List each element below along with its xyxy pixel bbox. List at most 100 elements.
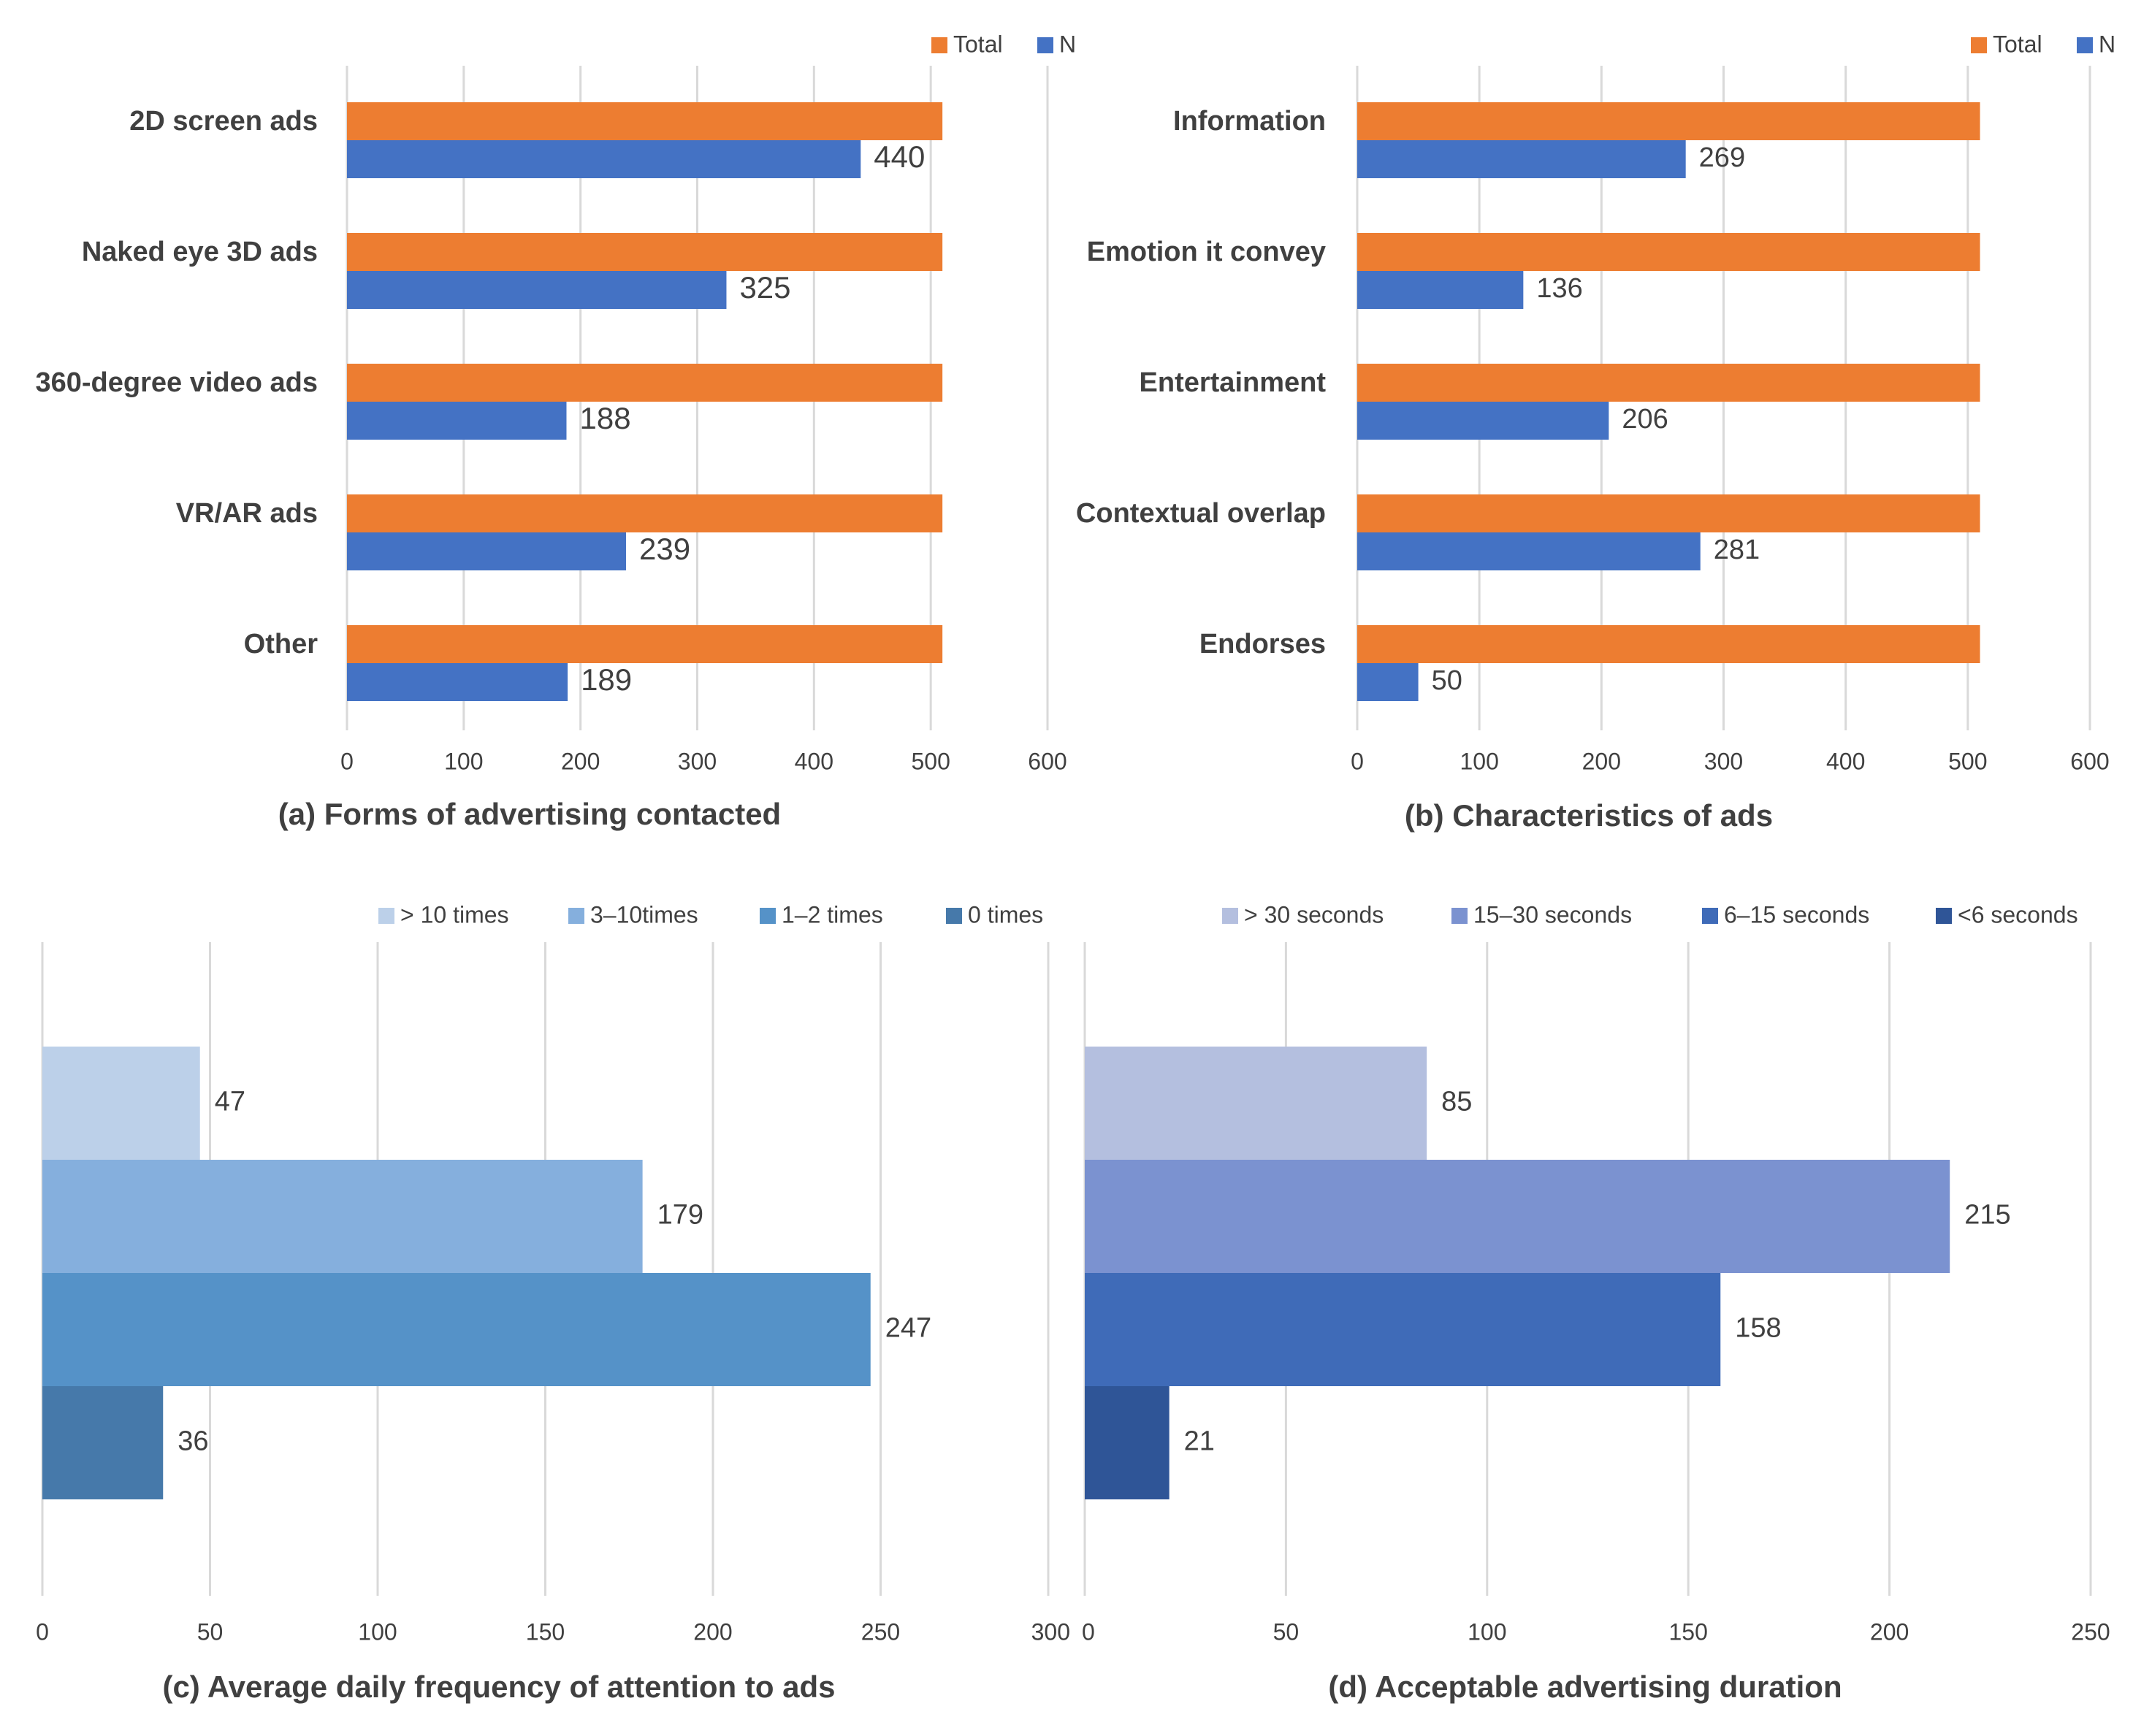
- bar-total: [347, 494, 943, 532]
- legend-swatch: [760, 908, 776, 924]
- data-label: 179: [657, 1200, 703, 1231]
- legend-swatch: [568, 908, 584, 924]
- category-label: Entertainment: [1140, 367, 1327, 398]
- data-label: 325: [739, 270, 790, 305]
- bar-total: [1357, 233, 1980, 271]
- bar-series: [42, 1273, 871, 1386]
- data-label: 136: [1536, 273, 1582, 304]
- data-label: 158: [1735, 1313, 1781, 1344]
- legend-swatch: [1936, 908, 1952, 924]
- bar-series: [1085, 1273, 1721, 1386]
- x-tick-label: 200: [1582, 748, 1621, 774]
- legend-label: 6–15 seconds: [1724, 901, 1869, 928]
- bar-series: [1085, 1160, 1950, 1273]
- data-label: 36: [178, 1426, 208, 1457]
- category-label: Information: [1173, 106, 1326, 137]
- data-label: 239: [639, 532, 690, 566]
- bar-total: [1357, 494, 1980, 532]
- chart-b: 0 100 200 300 400 500 600 269 Information 136 Emot…: [1076, 31, 2115, 833]
- legend-swatch-total: [931, 37, 947, 53]
- chart-title: (d) Acceptable advertising duration: [1328, 1670, 1842, 1704]
- chart-title: (b) Characteristics of ads: [1405, 798, 1773, 833]
- data-label: 85: [1441, 1087, 1472, 1117]
- x-tick-label: 400: [795, 748, 833, 774]
- chart-title: (c) Average daily frequency of attention…: [162, 1670, 835, 1704]
- x-tick-label: 500: [911, 748, 950, 774]
- x-tick-label: 100: [1460, 748, 1498, 774]
- bar-n: [1357, 271, 1524, 309]
- category-label: Contextual overlap: [1076, 498, 1326, 529]
- x-tick-label: 100: [358, 1618, 397, 1645]
- legend-label-total: Total: [1993, 31, 2042, 57]
- x-tick-label: 0: [340, 748, 354, 774]
- category-label: Endorses: [1199, 629, 1326, 659]
- bar-n: [347, 140, 861, 178]
- x-tick-label: 500: [1948, 748, 1987, 774]
- x-tick-label: 50: [197, 1618, 224, 1645]
- data-label: 440: [874, 139, 925, 174]
- chart-c: 0 50 100 150 200 250 300 47 > 10 times 179 3–10tim…: [36, 901, 1070, 1704]
- legend-swatch: [946, 908, 962, 924]
- bar-n: [1357, 402, 1609, 440]
- data-label: 21: [1184, 1426, 1215, 1457]
- x-tick-label: 100: [1468, 1618, 1506, 1645]
- bar-total: [1357, 364, 1980, 402]
- legend-label: > 30 seconds: [1244, 901, 1384, 928]
- legend-swatch-n: [1037, 37, 1053, 53]
- x-tick-label: 400: [1826, 748, 1865, 774]
- legend-swatch: [1702, 908, 1718, 924]
- bar-n: [347, 271, 727, 309]
- data-label: 206: [1622, 404, 1668, 435]
- bar-series: [1085, 1047, 1427, 1160]
- x-tick-label: 600: [2070, 748, 2109, 774]
- chart-title: (a) Forms of advertising contacted: [278, 797, 781, 831]
- bar-series: [1085, 1386, 1170, 1499]
- legend-label-n: N: [2099, 31, 2115, 57]
- category-label: Emotion it convey: [1087, 237, 1326, 267]
- legend-label-total: Total: [953, 31, 1003, 57]
- legend-label: 3–10times: [590, 901, 698, 928]
- legend-swatch-total: [1971, 37, 1987, 53]
- data-label: 269: [1699, 142, 1745, 173]
- bar-series: [42, 1160, 643, 1273]
- chart-d: 0 50 100 150 200 250 85 > 30 seconds 215 15–30 se…: [1082, 901, 2110, 1704]
- bar-total: [1357, 102, 1980, 140]
- x-tick-label: 50: [1273, 1618, 1300, 1645]
- category-label: 2D screen ads: [129, 106, 318, 137]
- legend-label: 0 times: [968, 901, 1043, 928]
- bar-n: [1357, 140, 1686, 178]
- x-tick-label: 0: [36, 1618, 49, 1645]
- x-tick-label: 300: [1031, 1618, 1070, 1645]
- legend-swatch-n: [2077, 37, 2093, 53]
- data-label: 47: [215, 1087, 245, 1117]
- data-label: 50: [1432, 665, 1462, 696]
- bar-n: [1357, 532, 1701, 570]
- x-tick-label: 150: [1669, 1618, 1708, 1645]
- category-label: 360-degree video ads: [35, 367, 318, 398]
- chart-a: 0 100 200 300 400 500 600 440 2D screen ads 325 Na…: [35, 31, 1076, 831]
- bar-n: [347, 402, 567, 440]
- x-tick-label: 300: [1704, 748, 1743, 774]
- bar-n: [1357, 663, 1419, 701]
- legend-label: 15–30 seconds: [1473, 901, 1632, 928]
- legend-label: <6 seconds: [1958, 901, 2078, 928]
- data-label: 247: [885, 1313, 931, 1344]
- legend-swatch: [1222, 908, 1238, 924]
- data-label: 281: [1714, 535, 1760, 565]
- category-label: Naked eye 3D ads: [82, 237, 318, 267]
- data-label: 188: [579, 401, 630, 435]
- x-tick-label: 200: [693, 1618, 732, 1645]
- bar-total: [347, 233, 943, 271]
- legend-label-n: N: [1059, 31, 1076, 57]
- x-tick-label: 300: [678, 748, 717, 774]
- bar-total: [347, 364, 943, 402]
- legend-label: > 10 times: [400, 901, 509, 928]
- bar-total: [347, 625, 943, 663]
- bar-n: [347, 663, 568, 701]
- bar-series: [42, 1386, 164, 1499]
- x-tick-label: 0: [1082, 1618, 1095, 1645]
- x-tick-label: 200: [561, 748, 600, 774]
- bar-n: [347, 532, 627, 570]
- legend-label: 1–2 times: [782, 901, 883, 928]
